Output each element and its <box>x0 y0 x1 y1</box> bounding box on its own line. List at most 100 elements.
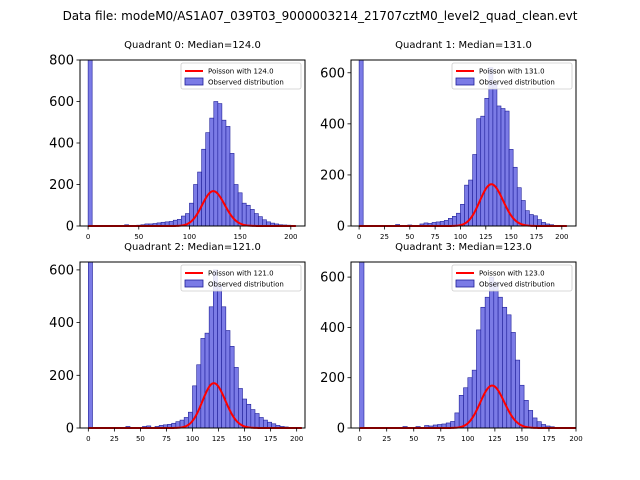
histogram-bar <box>245 204 251 227</box>
histogram-bar <box>456 212 461 227</box>
x-tick-label: 150 <box>238 435 251 443</box>
legend-observed-label: Observed distribution <box>208 281 284 289</box>
histogram-bar <box>454 412 460 429</box>
legend-box <box>451 264 573 292</box>
histogram-bar <box>221 306 227 429</box>
histogram-bar <box>458 395 464 429</box>
x-tick-label: 200 <box>569 435 582 443</box>
x-tick-label: 175 <box>530 233 543 241</box>
x-tick-label: 200 <box>290 435 303 443</box>
histogram-bar <box>519 384 525 429</box>
y-tick-label: 400 <box>320 117 345 132</box>
histogram-panel-1: Quadrant 1: Median=131.0 0 25 50 75 100 125 150… <box>320 40 577 241</box>
histogram-bar <box>480 306 486 429</box>
histogram-bar <box>525 210 530 227</box>
y-tick-label: 400 <box>49 316 74 331</box>
legend-poisson-label: Poisson with 124.0 <box>208 68 274 76</box>
histogram-bar <box>471 369 477 429</box>
histogram-bar <box>497 296 503 429</box>
histogram-bar <box>197 171 202 227</box>
y-tick-label: 0 <box>337 422 345 437</box>
histogram-panel-3: Quadrant 3: Median=123.0 0 25 50 75 100 125 150… <box>320 242 583 443</box>
x-tick-label: 0 <box>86 233 90 241</box>
x-tick-label: 175 <box>542 435 555 443</box>
histogram-bar <box>516 187 522 227</box>
x-tick-label: 100 <box>186 435 199 443</box>
x-tick-label: 200 <box>284 233 297 241</box>
x-tick-label: 0 <box>357 435 361 443</box>
histogram-bar <box>523 400 529 429</box>
x-tick-label: 125 <box>212 435 225 443</box>
x-tick-label: 50 <box>134 233 143 241</box>
histogram-bar <box>88 261 93 429</box>
histogram-bar <box>460 203 465 227</box>
x-tick-label: 75 <box>162 435 171 443</box>
histogram-bar <box>213 269 218 429</box>
histogram-bar <box>200 338 206 429</box>
histogram-bar <box>533 215 538 227</box>
x-tick-label: 125 <box>488 435 501 443</box>
legend: Poisson with 123.0 Observed distribution <box>451 264 573 292</box>
histogram-bar <box>502 306 508 429</box>
panel-title: Quadrant 2: Median=121.0 <box>124 242 261 253</box>
histogram-bar <box>201 148 206 227</box>
x-tick-label: 150 <box>515 435 528 443</box>
legend-poisson-label: Poisson with 123.0 <box>479 270 545 278</box>
histogram-bar <box>463 387 469 429</box>
legend-bar-swatch <box>184 279 204 288</box>
histogram-bar <box>484 98 490 227</box>
x-tick-label: 50 <box>136 435 145 443</box>
x-tick-label: 25 <box>382 435 391 443</box>
histogram-bar <box>520 200 526 227</box>
legend-observed-label: Observed distribution <box>479 79 555 87</box>
histogram-bar <box>209 117 215 227</box>
y-tick-label: 800 <box>49 54 74 69</box>
histogram-bar <box>447 218 453 227</box>
y-tick-label: 200 <box>320 371 345 386</box>
legend-observed-label: Observed distribution <box>208 79 284 87</box>
y-tick-label: 0 <box>66 220 74 235</box>
histogram-bar <box>493 281 499 429</box>
x-tick-label: 0 <box>86 435 90 443</box>
histogram-bar <box>217 285 222 429</box>
legend-box <box>451 62 573 90</box>
legend: Poisson with 121.0 Observed distribution <box>180 264 302 292</box>
legend-bar-swatch <box>455 77 475 86</box>
x-tick-label: 0 <box>357 233 361 241</box>
y-tick-label: 0 <box>337 220 345 235</box>
axes-frame <box>350 261 577 429</box>
histogram-bar <box>204 332 210 429</box>
histogram-bar <box>489 276 495 429</box>
histogram-bar <box>241 202 247 227</box>
y-tick-label: 600 <box>320 66 345 81</box>
y-tick-label: 200 <box>49 369 74 384</box>
panel-title: Quadrant 1: Median=131.0 <box>395 40 532 51</box>
histogram-bar <box>258 216 263 227</box>
histogram-bar <box>492 82 498 227</box>
y-tick-label: 400 <box>320 321 345 336</box>
histogram-bar <box>263 419 268 429</box>
legend: Poisson with 124.0 Observed distribution <box>180 62 302 90</box>
histogram-bar <box>205 132 211 227</box>
y-tick-label: 600 <box>49 263 74 278</box>
x-tick-label: 100 <box>461 435 474 443</box>
x-tick-label: 25 <box>380 233 389 241</box>
y-tick-label: 400 <box>49 137 74 152</box>
legend-box <box>180 264 302 292</box>
histogram-bar <box>254 213 259 227</box>
histogram-bar <box>217 103 223 227</box>
histogram-bar <box>500 108 506 227</box>
histogram-bar <box>532 417 538 429</box>
x-tick-label: 200 <box>555 233 568 241</box>
figure-title: Data file: modeM0/AS1A07_039T03_90000032… <box>63 9 578 23</box>
histogram-bar <box>512 166 518 227</box>
histogram-bar <box>528 410 534 429</box>
histogram-bar <box>359 261 365 429</box>
histogram-bar <box>242 398 247 429</box>
x-tick-label: 75 <box>431 233 440 241</box>
histogram-bar <box>254 413 260 429</box>
panel-title: Quadrant 3: Median=123.0 <box>395 242 532 253</box>
histogram-bar <box>213 101 219 227</box>
legend: Poisson with 131.0 Observed distribution <box>451 62 573 90</box>
x-tick-label: 125 <box>479 233 492 241</box>
